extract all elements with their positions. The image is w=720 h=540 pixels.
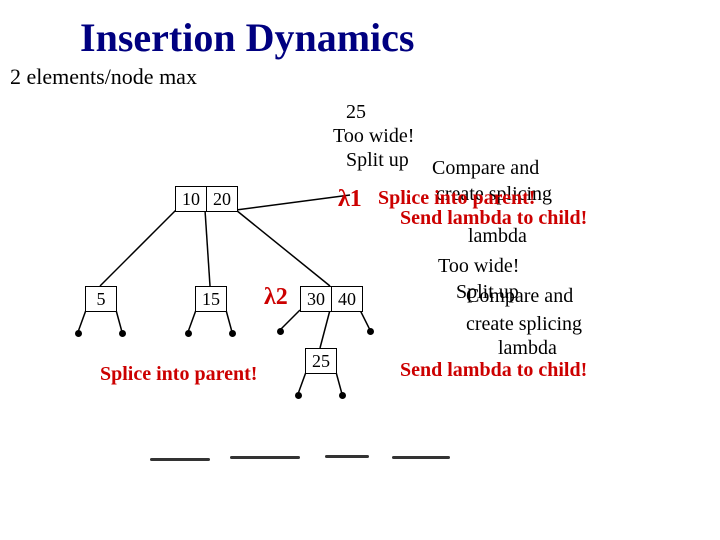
annotation-create2: create splicing xyxy=(466,312,582,336)
annotation-compare2: Compare and xyxy=(466,284,573,308)
annotation-lambda2: lambda xyxy=(498,336,557,360)
footer-stroke-1 xyxy=(230,456,300,459)
leaf-dot-3 xyxy=(229,330,236,337)
leaf-dot-4 xyxy=(277,328,284,335)
node-right-cell-1: 40 xyxy=(332,287,362,311)
annotation-a25: 25 xyxy=(346,100,366,124)
node-right-cell-0: 30 xyxy=(301,287,332,311)
node-left: 5 xyxy=(85,286,117,312)
leaf-dot-7 xyxy=(339,392,346,399)
node-root: 10 20 xyxy=(175,186,238,212)
annotation-splicep2: Splice into parent! xyxy=(100,362,257,386)
leaf-dot-0 xyxy=(75,330,82,337)
node-child-cell-0: 25 xyxy=(306,349,336,373)
node-mid: 15 xyxy=(195,286,227,312)
leaf-dot-2 xyxy=(185,330,192,337)
leaf-dot-5 xyxy=(367,328,374,335)
footer-stroke-3 xyxy=(392,456,450,459)
node-right: 30 40 xyxy=(300,286,363,312)
node-mid-cell-0: 15 xyxy=(196,287,226,311)
lambda-1: λ1 xyxy=(338,186,362,213)
annotation-toowide1: Too wide! xyxy=(333,124,414,148)
annotation-compare1: Compare and xyxy=(432,156,539,180)
node-child: 25 xyxy=(305,348,337,374)
annotation-sendl2: Send lambda to child! xyxy=(400,358,587,382)
subtitle: 2 elements/node max xyxy=(10,64,197,90)
node-root-cell-0: 10 xyxy=(176,187,207,211)
annotation-lambda1: lambda xyxy=(468,224,527,248)
annotation-toowide2: Too wide! xyxy=(438,254,519,278)
node-left-cell-0: 5 xyxy=(86,287,116,311)
lambda-2: λ2 xyxy=(264,284,288,311)
node-root-cell-1: 20 xyxy=(207,187,237,211)
footer-stroke-2 xyxy=(325,455,369,458)
annotation-splitup1: Split up xyxy=(346,148,409,172)
leaf-dot-6 xyxy=(295,392,302,399)
page-title: Insertion Dynamics xyxy=(80,14,414,61)
leaf-dot-1 xyxy=(119,330,126,337)
footer-stroke-0 xyxy=(150,458,210,461)
